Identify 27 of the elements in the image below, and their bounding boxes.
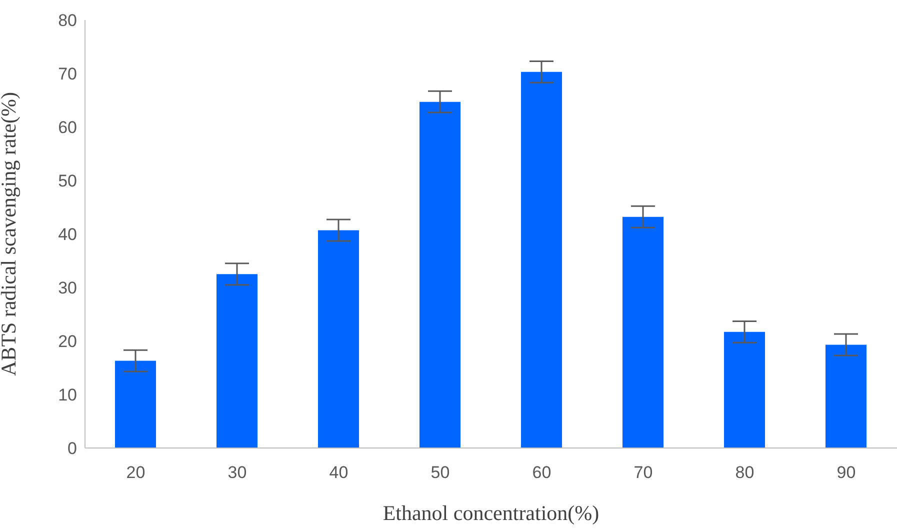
bar xyxy=(216,274,258,448)
y-tick-label: 40 xyxy=(58,225,77,244)
x-tick-label: 40 xyxy=(329,463,348,482)
y-tick-label: 80 xyxy=(58,11,77,30)
y-tick-label: 20 xyxy=(58,332,77,352)
x-tick-label: 60 xyxy=(532,463,552,482)
x-tick-label: 90 xyxy=(836,463,856,482)
y-tick-label: 10 xyxy=(58,386,77,405)
bar xyxy=(724,332,765,448)
x-axis-title: Ethanol concentration(%) xyxy=(382,501,600,525)
y-tick-label: 60 xyxy=(58,118,77,138)
y-tick-label: 70 xyxy=(58,64,77,84)
bar xyxy=(622,216,664,448)
bar xyxy=(521,72,562,448)
y-tick-label: 50 xyxy=(58,172,77,191)
y-axis-title: ABTS radical scavenging rate(%) xyxy=(0,92,20,376)
bar xyxy=(115,360,156,448)
y-tick-label: 30 xyxy=(58,278,77,298)
x-tick-label: 70 xyxy=(634,463,653,482)
bar xyxy=(420,102,460,448)
x-tick-label: 50 xyxy=(430,463,450,482)
bar xyxy=(826,344,866,448)
x-tick-label: 80 xyxy=(735,463,754,482)
x-tick-label: 20 xyxy=(126,463,146,482)
y-tick-label: 0 xyxy=(68,439,77,458)
x-tick-label: 30 xyxy=(228,463,247,482)
bar xyxy=(318,230,359,448)
